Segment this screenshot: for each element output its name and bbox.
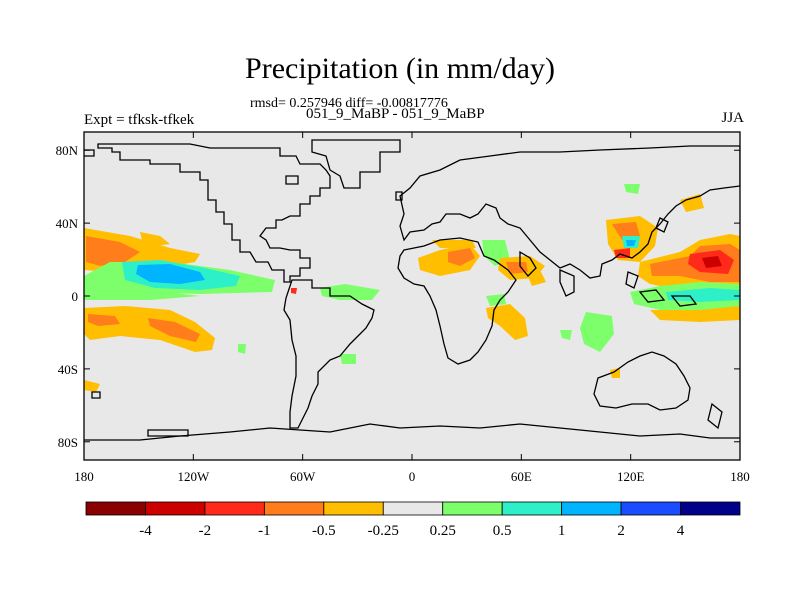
coastline-island <box>147 429 189 437</box>
colorbar-label: -0.5 <box>312 523 336 539</box>
coastline-maritime <box>670 295 698 307</box>
plot-subtitle: 051_9_MaBP - 051_9_MaBP <box>306 106 485 122</box>
anomaly-region <box>626 240 636 246</box>
colorbar-label: -1 <box>258 523 271 539</box>
anomaly-region <box>148 318 200 342</box>
rmsd-diff-stats: rmsd= 0.257946 diff= -0.00817776 <box>250 96 448 111</box>
coastline-south-america <box>283 279 375 429</box>
colorbar-swatch <box>145 501 206 516</box>
anomaly-region <box>680 194 704 212</box>
lat-label: 80S <box>58 435 78 450</box>
anomaly-region <box>580 312 614 352</box>
coastline-maritime <box>655 217 669 233</box>
anomaly-region <box>140 232 170 246</box>
colorbar-label: 0.25 <box>430 523 456 539</box>
coastline-maritime <box>625 271 639 289</box>
anomaly-region <box>84 286 200 300</box>
lon-label: 0 <box>409 469 416 484</box>
colorbar-label: 2 <box>617 523 625 539</box>
anomaly-region <box>88 314 120 326</box>
coastlines <box>84 139 740 441</box>
anomaly-region <box>650 306 740 322</box>
colorbar-label: -4 <box>139 523 152 539</box>
coastline-maritime <box>638 289 666 303</box>
lat-label: 0 <box>72 289 79 304</box>
colorbar-label: 1 <box>558 523 566 539</box>
colorbar-swatch <box>85 501 146 516</box>
lon-label: 60W <box>290 469 316 484</box>
anomaly-region <box>340 354 356 364</box>
colorbar: -4 -2 -1 -0.5 -0.25 0.25 0.5 1 2 4 <box>85 501 741 539</box>
coastline-africa <box>397 237 517 365</box>
anomaly-region <box>610 368 620 378</box>
anomaly-region <box>84 380 100 392</box>
colorbar-label: 0.5 <box>493 523 512 539</box>
anomaly-region <box>486 304 528 340</box>
plot-title: Precipitation (in mm/day) <box>245 52 555 85</box>
colorbar-swatch <box>561 501 622 516</box>
season-label: JJA <box>721 110 744 126</box>
lon-label: 180 <box>730 469 750 484</box>
anomaly-region <box>506 262 528 274</box>
anomaly-region <box>526 270 546 286</box>
lon-label: 180 <box>74 469 94 484</box>
anomaly-region <box>448 248 475 266</box>
coastline-eurasia <box>559 269 575 297</box>
coastline-island <box>91 391 101 399</box>
lat-label: 40S <box>58 362 78 377</box>
colorbar-swatch <box>501 501 563 516</box>
coastline-greenland <box>311 139 401 189</box>
anomaly-region <box>612 222 640 240</box>
anomaly-fields <box>84 184 740 392</box>
lat-label: 40N <box>56 216 79 231</box>
coastline-australia <box>593 351 691 411</box>
colorbar-swatch <box>442 501 503 516</box>
colorbar-swatch <box>323 501 384 516</box>
colorbar-label: -0.25 <box>368 523 399 539</box>
anomaly-region <box>432 240 476 248</box>
colorbar-swatch <box>204 501 265 516</box>
lat-label: 80N <box>56 143 79 158</box>
map-axes: 80N 40N 0 40S 80S 180 120W 60W 0 60E 120E 180 <box>56 132 750 484</box>
anomaly-region <box>702 256 722 268</box>
anomaly-region <box>291 288 297 294</box>
anomaly-region <box>624 184 640 194</box>
anomaly-region <box>486 294 506 306</box>
lon-label: 60E <box>511 469 532 484</box>
anomaly-region <box>136 264 205 284</box>
anomaly-region <box>238 344 246 354</box>
lon-label: 120W <box>177 469 210 484</box>
anomaly-region <box>86 236 140 266</box>
colorbar-label: -2 <box>199 523 212 539</box>
coastline-eurasia <box>399 145 740 279</box>
colorbar-swatch <box>620 501 681 516</box>
coastline-antarctica <box>84 423 740 441</box>
anomaly-region <box>560 330 572 340</box>
anomaly-region <box>84 306 215 352</box>
coastline-north-america <box>97 143 331 283</box>
colorbar-swatch <box>680 501 741 516</box>
colorbar-label: 4 <box>677 523 685 539</box>
anomaly-region <box>666 288 740 302</box>
lon-label: 120E <box>617 469 645 484</box>
coastline-eurasia <box>519 250 537 277</box>
coastline-nz <box>707 402 723 430</box>
coastline-island <box>285 175 299 185</box>
experiment-label: Expt = tfksk-tfkek <box>84 112 195 128</box>
colorbar-swatch <box>263 501 325 516</box>
coastline-island <box>395 191 403 201</box>
colorbar-swatch <box>382 501 444 516</box>
